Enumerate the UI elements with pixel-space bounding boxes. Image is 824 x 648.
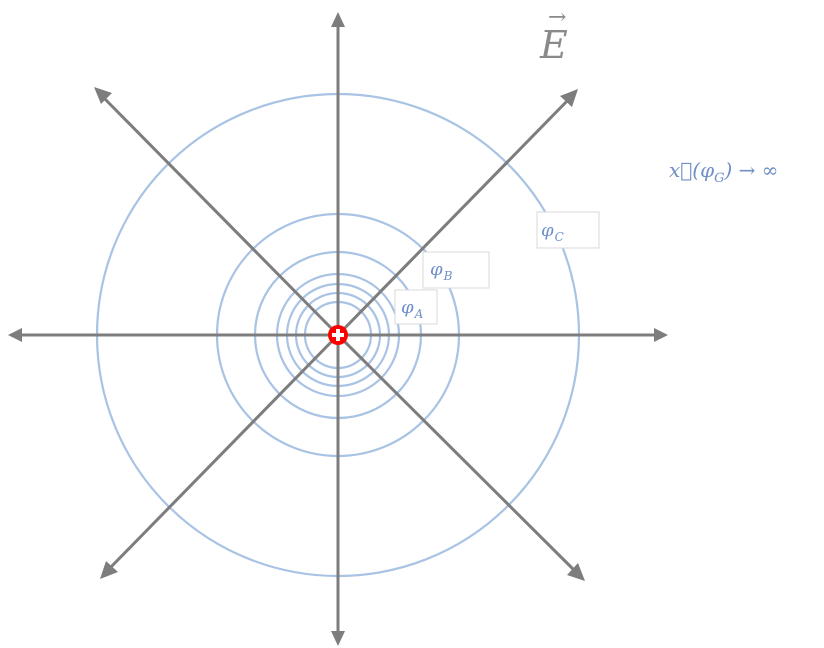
arrowhead-down-left — [100, 561, 118, 579]
phi-b-main: φ — [430, 259, 443, 280]
limit-expression-text: x⃗(φG) → ∞ — [669, 158, 778, 186]
limit-sub: G — [714, 171, 724, 186]
phi-a-box — [394, 289, 438, 325]
phi-b-label: φB — [430, 259, 453, 283]
field-line-down-left — [106, 333, 340, 572]
label-phi-c: φC — [536, 211, 600, 249]
arrowhead-down — [331, 631, 345, 646]
limit-suffix: ) → ∞ — [723, 158, 778, 182]
phi-c-main: φ — [541, 220, 554, 241]
limit-prefix: x⃗(φ — [669, 158, 714, 182]
arrowhead-left — [8, 328, 22, 342]
plus-vertical — [336, 329, 340, 341]
limit-expression: x⃗(φG) → ∞ — [669, 158, 778, 186]
label-phi-a: φA — [394, 289, 438, 325]
arrowhead-up — [331, 12, 345, 27]
field-symbol-e: E — [539, 23, 568, 67]
arrowhead-down-right — [567, 563, 585, 581]
field-line-up-right — [336, 96, 572, 337]
positive-charge — [328, 325, 348, 345]
arrowhead-up-right — [560, 89, 578, 107]
arrowhead-right — [654, 328, 668, 342]
phi-c-sub: C — [555, 230, 564, 244]
arrowhead-up-left — [94, 87, 112, 104]
phi-c-label: φC — [541, 220, 564, 244]
electric-field-label: → E — [539, 5, 568, 67]
field-vector-mark: → — [548, 5, 566, 30]
phi-c-box — [536, 211, 600, 249]
label-phi-b: φB — [422, 251, 490, 289]
phi-a-main: φ — [401, 297, 414, 318]
phi-a-label: φA — [401, 297, 424, 321]
phi-a-sub: A — [414, 307, 424, 321]
field-line-down-right — [336, 333, 578, 574]
field-line-up-left — [100, 94, 340, 337]
field-lines — [8, 12, 668, 646]
phi-b-box — [422, 251, 490, 289]
phi-b-sub: B — [443, 269, 453, 283]
